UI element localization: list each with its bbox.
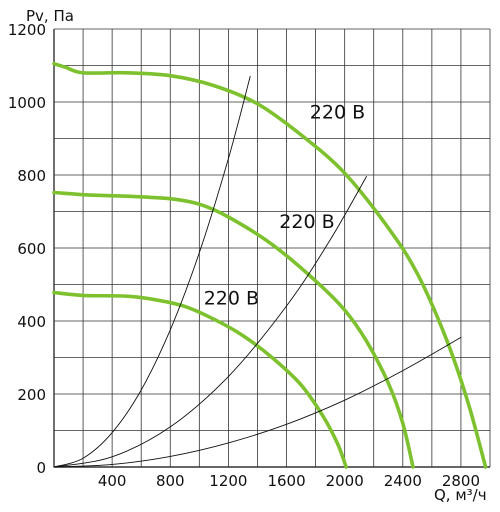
curve-labels: 220 В 220 В 220 В: [204, 101, 365, 309]
grid: [53, 28, 491, 468]
x-tick-label: 2400: [384, 472, 422, 490]
x-tick-label: 400: [98, 472, 127, 490]
y-tick-label: 200: [17, 386, 46, 404]
y-tick-label: 1000: [8, 94, 46, 112]
curve-label-3: 220 В: [204, 288, 259, 310]
system-curve-1: [53, 75, 251, 468]
y-tick-label: 1200: [8, 21, 46, 39]
y-axis-label: Pv, Па: [26, 7, 74, 25]
curves: [52, 61, 488, 469]
y-tick-label: 800: [17, 167, 46, 185]
x-axis-label: Q, м³/ч: [434, 486, 487, 504]
y-tick-label: 600: [17, 240, 46, 258]
y-tick-label: 0: [36, 459, 46, 477]
fan-curve-1: [52, 61, 488, 469]
x-tick-label: 2000: [326, 472, 364, 490]
fan-curve-2: [52, 190, 415, 469]
fan-curve-3: [52, 290, 348, 469]
y-tick-label: 400: [17, 313, 46, 331]
curve-label-2: 220 В: [279, 211, 334, 233]
x-tick-label: 2800: [442, 472, 480, 490]
system-curve-2: [53, 176, 367, 468]
tick-labels: 400 800 1200 1600 2000 2400 2800 0 200 400 600 800 1…: [8, 21, 480, 490]
system-curve-3: [53, 336, 462, 468]
x-tick-label: 800: [156, 472, 185, 490]
x-tick-label: 1600: [267, 472, 305, 490]
curve-label-1: 220 В: [310, 101, 365, 123]
x-tick-label: 1200: [209, 472, 247, 490]
